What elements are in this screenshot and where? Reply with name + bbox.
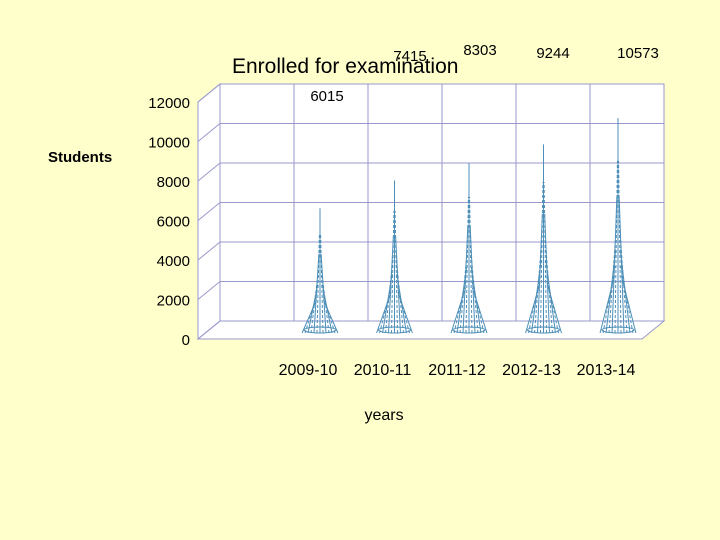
bar-stroke xyxy=(388,236,394,334)
x-tick-label: 2009-10 xyxy=(279,362,338,379)
bar-stroke xyxy=(619,226,628,334)
y-tick-label: 8000 xyxy=(157,174,190,191)
y-tick-label: 2000 xyxy=(157,293,190,310)
plot-floor xyxy=(196,320,666,340)
bar-stroke xyxy=(462,225,469,334)
bar-base xyxy=(527,326,560,334)
gridline-wall xyxy=(197,162,221,182)
x-tick-label: 2012-13 xyxy=(502,362,561,379)
y-tick-label: 12000 xyxy=(148,95,190,112)
x-axis-label: years xyxy=(364,407,403,424)
bar xyxy=(599,118,637,334)
bar-stroke xyxy=(320,254,327,334)
bar-stroke xyxy=(304,294,318,334)
bar-stroke xyxy=(394,210,398,334)
bar-stroke xyxy=(465,196,469,334)
gridline-wall xyxy=(197,83,221,103)
x-tick-label: 2011-12 xyxy=(428,362,486,379)
y-tick-labels: 0 2000 4000 6000 8000 10000 12000 xyxy=(148,95,190,349)
data-label: 10573 xyxy=(617,45,659,62)
bar-stroke xyxy=(471,279,485,334)
x-tick-label: 2013-14 xyxy=(577,362,636,379)
plot-area xyxy=(196,82,666,341)
bar-stroke xyxy=(546,282,562,334)
bar-stroke xyxy=(469,225,476,334)
bar-stroke xyxy=(537,213,543,334)
gridline-wall xyxy=(197,320,221,340)
bar-stroke xyxy=(543,181,547,334)
y-tick-label: 0 xyxy=(182,332,190,349)
bar-stroke xyxy=(316,233,320,334)
bar-stroke xyxy=(313,254,320,334)
bar-stroke xyxy=(385,257,394,334)
bar-base xyxy=(452,326,486,334)
bar xyxy=(301,208,339,334)
bar-stroke xyxy=(618,160,622,334)
bar-stroke xyxy=(469,196,473,334)
bar-stroke xyxy=(471,287,488,334)
y-axis-label: Students xyxy=(48,149,112,166)
bar-stroke xyxy=(397,292,413,334)
bar-stroke xyxy=(320,233,324,334)
bar-stroke xyxy=(376,292,392,334)
gridlines xyxy=(197,83,665,340)
bar xyxy=(525,144,562,334)
data-labels: 6015 7415 8303 9244 10573 xyxy=(310,42,659,105)
data-label: 8303 xyxy=(463,42,496,59)
chart-title: Enrolled for examination xyxy=(232,55,458,78)
bar-stroke xyxy=(611,197,618,334)
bar-stroke xyxy=(618,197,625,334)
data-label: 6015 xyxy=(310,88,343,105)
bar-stroke xyxy=(608,226,617,334)
bar-stroke xyxy=(614,160,618,334)
bar xyxy=(450,163,488,334)
gridline-wall xyxy=(197,281,221,300)
bar-stroke xyxy=(620,275,637,334)
bar-stroke xyxy=(534,239,543,334)
y-tick-label: 4000 xyxy=(157,253,190,270)
bar-stroke xyxy=(620,266,634,334)
bar-stroke xyxy=(396,285,410,334)
bar-base xyxy=(303,326,337,334)
gridline-wall xyxy=(197,202,221,221)
data-label: 9244 xyxy=(536,45,569,62)
bar-stroke xyxy=(391,210,395,334)
bar-stroke xyxy=(395,236,401,334)
bar-base xyxy=(378,326,411,334)
bar xyxy=(376,180,413,334)
bar-stroke xyxy=(540,181,544,334)
x-tick-label: 2010-11 xyxy=(354,362,412,379)
bar-base xyxy=(601,326,635,334)
bar-stroke xyxy=(379,285,393,334)
gridline-wall xyxy=(197,241,221,261)
bar-stroke xyxy=(322,299,339,334)
bar-stroke xyxy=(544,213,550,334)
bar-stroke xyxy=(453,279,467,334)
data-label: 7415 xyxy=(393,48,426,65)
gridline-wall xyxy=(197,123,221,142)
bars xyxy=(301,118,637,334)
x-tick-labels: 2009-10 2010-11 2011-12 2012-13 2013-14 xyxy=(279,362,636,379)
y-tick-label: 6000 xyxy=(157,214,190,231)
y-tick-label: 10000 xyxy=(148,135,190,152)
